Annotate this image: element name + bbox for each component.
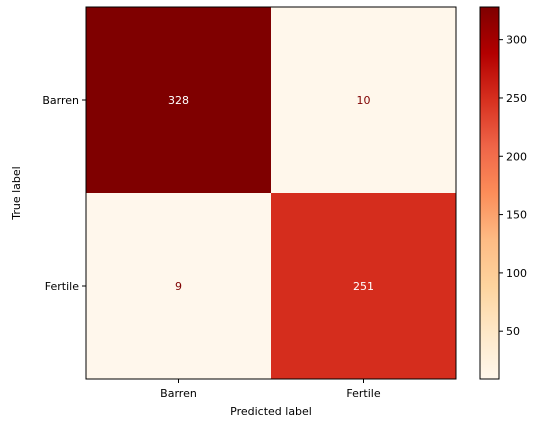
x-tick-label: Barren [160, 387, 197, 400]
y-tick-label: Fertile [45, 280, 79, 293]
cell-r0-c0 [86, 7, 271, 193]
cell-value-r1-c1: 251 [353, 280, 374, 293]
cell-value-r1-c0: 9 [175, 280, 182, 293]
colorbar-tick-label: 200 [506, 150, 527, 163]
cell-value-labels: 328 10 9 251 [168, 94, 374, 293]
x-tick-label: Fertile [346, 387, 380, 400]
colorbar-ticks: 50 100 150 200 250 300 [499, 34, 527, 338]
cell-r1-c0 [86, 193, 271, 379]
colorbar-tick-label: 100 [506, 267, 527, 280]
x-axis-ticks: Barren Fertile [160, 379, 381, 400]
cell-r1-c1 [271, 193, 456, 379]
y-axis-ticks: Barren Fertile [42, 94, 86, 293]
heatmap-cells [86, 7, 456, 379]
colorbar-tick-label: 300 [506, 34, 527, 47]
colorbar-tick-label: 150 [506, 209, 527, 222]
x-axis-label: Predicted label [230, 405, 312, 418]
cell-value-r0-c1: 10 [357, 94, 371, 107]
cell-r0-c1 [271, 7, 456, 193]
cell-value-r0-c0: 328 [168, 94, 189, 107]
y-tick-label: Barren [42, 94, 79, 107]
colorbar [479, 6, 500, 380]
y-axis-label: True label [10, 166, 23, 220]
colorbar-tick-label: 50 [506, 325, 520, 338]
colorbar-tick-label: 250 [506, 92, 527, 105]
plot-frame [85, 6, 457, 380]
